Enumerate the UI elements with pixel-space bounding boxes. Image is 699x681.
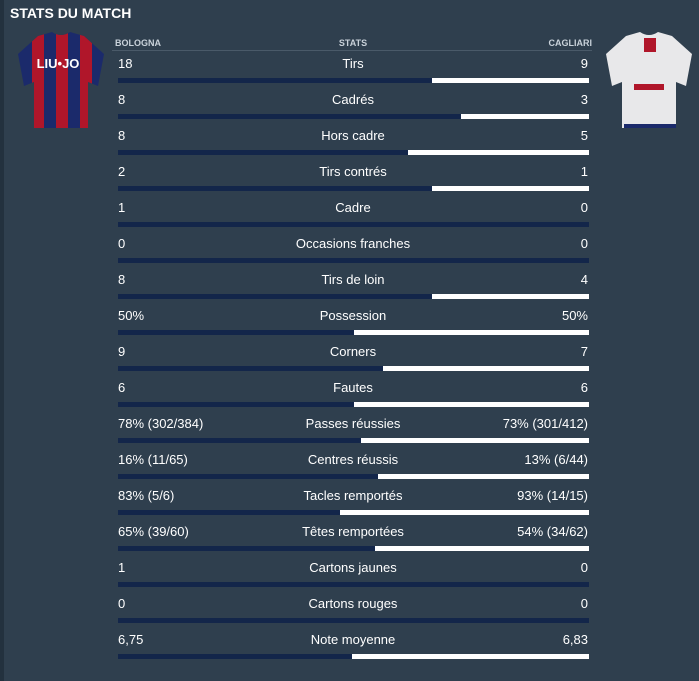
home-value: 50%: [118, 308, 145, 323]
away-value: 0: [580, 560, 588, 575]
home-bar: [118, 222, 589, 227]
away-bar: [353, 330, 589, 335]
away-bar: [432, 294, 589, 299]
away-jersey: [606, 32, 692, 128]
away-bar: [340, 510, 589, 515]
home-bar: [118, 78, 432, 83]
home-value: 6,75: [118, 632, 144, 647]
away-bar: [460, 114, 589, 119]
away-value: 4: [580, 272, 588, 287]
home-bar: [118, 330, 354, 335]
divider: [112, 50, 592, 51]
home-value: 6: [118, 380, 126, 395]
home-value: 78% (302/384): [118, 416, 204, 431]
away-value: 6: [580, 380, 588, 395]
away-bar: [375, 546, 589, 551]
home-value: 8: [118, 272, 126, 287]
home-value: 65% (39/60): [118, 524, 189, 539]
stat-label: Cadre: [335, 200, 371, 215]
home-bar: [118, 546, 376, 551]
home-bar: [118, 438, 362, 443]
stat-label: Centres réussis: [307, 452, 399, 467]
away-value: 9: [580, 56, 588, 71]
stat-label: Hors cadre: [321, 128, 385, 143]
stat-label: Cartons rouges: [308, 596, 398, 611]
home-value: 9: [118, 344, 126, 359]
away-bar: [353, 402, 589, 407]
home-bar: [118, 114, 461, 119]
home-team: BOLOGNA: [115, 38, 161, 48]
away-value: 73% (301/412): [502, 416, 588, 431]
away-bar: [361, 438, 589, 443]
home-value: 0: [118, 236, 126, 251]
away-bar: [382, 366, 589, 371]
away-value: 0: [580, 596, 588, 611]
home-bar: [118, 258, 589, 263]
home-value: 0: [118, 596, 126, 611]
home-value: 8: [118, 92, 126, 107]
away-bar: [352, 654, 589, 659]
home-value: 1: [118, 200, 126, 215]
stat-label: Corners: [329, 344, 377, 359]
home-bar: [118, 618, 589, 623]
away-value: 13% (6/44): [524, 452, 588, 467]
title: STATS DU MATCH: [10, 5, 132, 21]
stat-label: Cadrés: [332, 92, 374, 107]
home-bar: [118, 186, 432, 191]
away-value: 0: [580, 236, 588, 251]
away-value: 1: [580, 164, 588, 179]
svg-text:LIU•JO: LIU•JO: [37, 56, 80, 71]
away-bar: [432, 78, 589, 83]
away-value: 54% (34/62): [517, 524, 588, 539]
home-bar: [118, 294, 432, 299]
stat-label: Tirs de loin: [321, 272, 385, 287]
side-strip: [0, 0, 4, 681]
home-bar: [118, 402, 354, 407]
stat-label: Tacles remportés: [303, 488, 403, 503]
away-value: 7: [580, 344, 588, 359]
away-value: 93% (14/15): [517, 488, 588, 503]
home-value: 2: [118, 164, 126, 179]
home-bar: [118, 150, 408, 155]
away-value: 3: [580, 92, 588, 107]
away-bar: [432, 186, 589, 191]
stat-label: Note moyenne: [310, 632, 396, 647]
away-value: 6,83: [562, 632, 588, 647]
home-value: 1: [118, 560, 126, 575]
home-bar: [118, 654, 353, 659]
home-value: 18: [118, 56, 133, 71]
away-team: CAGLIARI: [548, 38, 593, 48]
stat-label: Possession: [319, 308, 387, 323]
home-bar: [118, 510, 341, 515]
stat-label: Occasions franches: [295, 236, 411, 251]
home-value: 16% (11/65): [118, 452, 188, 467]
stat-label: Têtes remportées: [302, 524, 404, 539]
stat-label: Tirs: [342, 56, 364, 71]
away-value: 5: [580, 128, 588, 143]
away-value: 50%: [561, 308, 588, 323]
away-bar: [377, 474, 589, 479]
home-bar: [118, 582, 589, 587]
home-bar: [118, 474, 378, 479]
away-value: 0: [580, 200, 588, 215]
home-value: 83% (5/6): [118, 488, 175, 503]
home-jersey: LIU•JO: [18, 32, 104, 128]
column-header: STATS: [338, 38, 368, 48]
stat-label: Fautes: [333, 380, 373, 395]
away-bar: [407, 150, 589, 155]
stat-label: Cartons jaunes: [309, 560, 397, 575]
home-bar: [118, 366, 383, 371]
stat-label: Passes réussies: [305, 416, 401, 431]
stat-label: Tirs contrés: [319, 164, 387, 179]
home-value: 8: [118, 128, 126, 143]
